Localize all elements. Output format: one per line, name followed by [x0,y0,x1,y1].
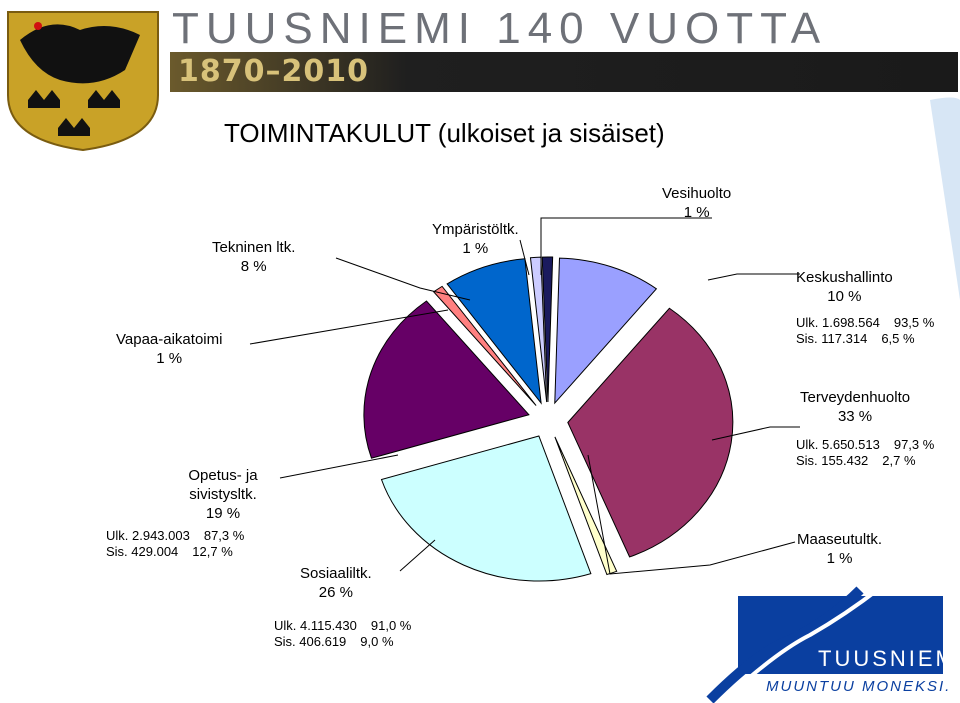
label-ymparistoltk-name: Ympäristöltk. [432,221,519,238]
logo-slogan: MUUNTUU MONEKSI. [766,678,952,695]
label-sosiaaliltk-percent: 26 % [318,584,353,601]
label-keskushallinto-percent: 10 % [827,288,862,305]
label-vapaa-aikatoimi: Vapaa-aikatoimi 1 % [116,330,222,368]
label-tekninen-name: Tekninen ltk. [212,239,296,256]
label-terveydenhuolto: Terveydenhuolto 33 % [800,388,910,426]
banner-years-bar: 1870–2010 [170,52,958,92]
label-sosiaaliltk-name: Sosiaaliltk. [300,565,372,582]
banner-years: 1870–2010 [178,54,369,89]
logo-brand: TUUSNIEMI [818,646,960,671]
label-terveydenhuolto-percent: 33 % [837,408,873,425]
stats-terveydenhuolto: Ulk. 5.650.513 97,3 % Sis. 155.432 2,7 % [796,437,935,468]
label-tekninen: Tekninen ltk. 8 % [212,238,295,276]
label-vesihuolto-percent: 1 % [683,204,710,221]
label-opetus: Opetus- ja sivistysltk. 19 % [178,466,268,523]
label-tekninen-percent: 8 % [240,258,267,275]
label-ymparistoltk-percent: 1 % [462,240,489,257]
label-keskushallinto-name: Keskushallinto [796,269,893,286]
label-keskushallinto: Keskushallinto 10 % [796,268,893,306]
label-vesihuolto-name: Vesihuolto [662,185,732,202]
label-terveydenhuolto-name: Terveydenhuolto [800,389,911,406]
label-maaseutultk-percent: 1 % [826,550,853,567]
label-opetus-percent: 19 % [205,505,241,522]
label-maaseutultk-name: Maaseutultk. [797,531,883,548]
label-ymparistoltk: Ympäristöltk. 1 % [432,220,519,258]
label-sosiaaliltk: Sosiaaliltk. 26 % [300,564,372,602]
label-vapaa-aikatoimi-name: Vapaa-aikatoimi [116,331,223,348]
stats-sosiaaliltk: Ulk. 4.115.430 91,0 % Sis. 406.619 9,0 % [274,618,412,649]
stats-opetus: Ulk. 2.943.003 87,3 % Sis. 429.004 12,7 % [106,528,245,559]
chart-title: TOIMINTAKULUT (ulkoiset ja sisäiset) [224,118,665,148]
stats-keskushallinto: Ulk. 1.698.564 93,5 % Sis. 117.314 6,5 % [796,315,935,346]
label-vesihuolto: Vesihuolto 1 % [662,184,731,222]
label-opetus-name: Opetus- ja sivistysltk. [188,467,258,503]
pie-slice-sosiaaliltk [380,435,592,582]
label-vapaa-aikatoimi-percent: 1 % [156,350,183,367]
banner-title: TUUSNIEMI 140 VUOTTA [172,4,828,53]
label-maaseutultk: Maaseutultk. 1 % [797,530,882,568]
